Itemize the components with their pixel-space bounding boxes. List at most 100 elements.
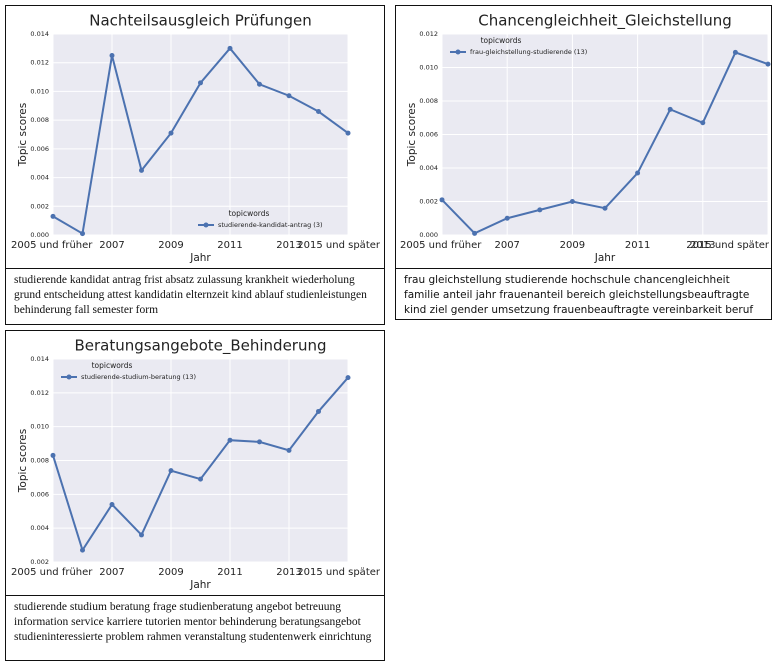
y-tick-label: 0.000	[30, 231, 49, 239]
y-tick-label: 0.002	[30, 202, 49, 210]
y-tick-label: 0.010	[30, 423, 49, 431]
y-tick-label: 0.008	[30, 116, 49, 124]
point	[667, 106, 673, 112]
point	[109, 501, 115, 507]
x-tick-label: 2007	[99, 567, 124, 578]
y-tick-label: 0.004	[30, 174, 49, 182]
point	[198, 476, 203, 482]
point	[227, 45, 233, 51]
chart: Beratungsangebote_Behinderung 0.002 0.004 0…	[11, 337, 381, 592]
point	[50, 213, 56, 219]
chart: Chancengleichheit_Gleichstellung 0.000 0.0…	[400, 12, 771, 264]
point	[439, 197, 445, 203]
x-tick-label: 2009	[560, 240, 585, 251]
point	[80, 547, 85, 553]
y-tick-label: 0.012	[30, 389, 49, 397]
caption: studierende studium beratung frage studi…	[6, 595, 384, 649]
point	[316, 408, 321, 414]
y-tick-label: 0.006	[419, 131, 438, 139]
x-tick-label: 2009	[158, 240, 183, 251]
point	[50, 452, 56, 458]
y-axis-label: Topic scores	[17, 103, 29, 167]
point	[109, 53, 115, 59]
point	[316, 109, 321, 115]
plot-area	[53, 34, 348, 235]
x-axis-label: Jahr	[189, 252, 211, 264]
legend-marker	[455, 49, 461, 55]
y-tick-label: 0.012	[419, 30, 438, 38]
y-tick-label: 0.002	[419, 198, 438, 206]
legend-marker	[66, 374, 72, 380]
x-tick-label: 2005 und früher	[400, 240, 482, 251]
y-tick-label: 0.004	[419, 164, 438, 172]
y-tick-label: 0.010	[419, 64, 438, 72]
point	[139, 532, 144, 538]
x-tick-label: 2013	[276, 240, 301, 251]
x-tick-label: 2015 und später	[297, 240, 381, 251]
point	[286, 93, 292, 99]
y-tick-label: 0.008	[419, 97, 438, 105]
legend-title: topicwords	[92, 361, 133, 370]
y-tick-label: 0.014	[30, 30, 49, 38]
legend-label: studierende-studium-beratung (13)	[81, 373, 196, 381]
y-axis-label: Topic scores	[406, 103, 418, 167]
point	[257, 81, 262, 87]
y-tick-label: 0.006	[30, 490, 49, 498]
legend-title: topicwords	[481, 36, 522, 45]
x-tick-label: 2015 und später	[297, 567, 381, 578]
caption: studierende kandidat antrag frist absatz…	[6, 268, 384, 322]
x-tick-label: 2011	[217, 240, 242, 251]
x-tick-label: 2007	[494, 240, 519, 251]
point	[602, 205, 608, 211]
point	[286, 447, 292, 453]
y-tick-label: 0.010	[30, 87, 49, 95]
caption: frau gleichstellung studierende hochschu…	[396, 268, 771, 319]
panel: Beratungsangebote_Behinderung 0.002 0.004 0…	[5, 330, 385, 661]
y-tick-label: 0.012	[30, 59, 49, 67]
y-tick-label: 0.006	[30, 145, 49, 153]
point	[700, 120, 706, 126]
x-tick-label: 2015 und später	[686, 240, 770, 251]
legend-label: studierende-kandidat-antrag (3)	[218, 221, 323, 229]
x-tick-label: 2013	[690, 240, 715, 251]
point	[504, 215, 510, 221]
point	[257, 439, 262, 445]
panel: Nachteilsausgleich Prüfungen 0.000 0.002 0.…	[5, 5, 385, 325]
chart-title: Chancengleichheit_Gleichstellung	[478, 12, 732, 31]
point	[345, 130, 351, 136]
point	[765, 61, 771, 67]
x-tick-label: 2013	[276, 567, 301, 578]
point	[80, 231, 85, 237]
y-tick-label: 0.002	[30, 558, 49, 566]
x-tick-label: 2005 und früher	[11, 240, 93, 251]
legend-title: topicwords	[229, 209, 270, 218]
x-axis-label: Jahr	[594, 252, 616, 264]
legend-label: frau-gleichstellung-studierende (13)	[470, 48, 587, 56]
chart: Nachteilsausgleich Prüfungen 0.000 0.002 0.…	[11, 12, 381, 265]
chart-title: Beratungsangebote_Behinderung	[74, 337, 326, 356]
point	[732, 49, 738, 55]
y-axis-label: Topic scores	[17, 429, 29, 493]
y-tick-label: 0.004	[30, 524, 49, 532]
chart-title: Nachteilsausgleich Prüfungen	[89, 12, 312, 30]
point	[168, 130, 174, 136]
point	[139, 167, 144, 173]
point	[198, 80, 203, 86]
point	[168, 468, 174, 474]
point	[635, 170, 641, 176]
panel: Chancengleichheit_Gleichstellung 0.000 0.0…	[395, 5, 772, 320]
x-tick-label: 2011	[217, 567, 242, 578]
point	[569, 199, 575, 204]
point	[537, 207, 543, 213]
point	[345, 375, 351, 381]
x-tick-label: 2011	[625, 240, 650, 251]
y-tick-label: 0.008	[30, 457, 49, 465]
legend-marker	[203, 222, 209, 228]
x-tick-label: 2009	[158, 567, 183, 578]
x-tick-label: 2005 und früher	[11, 567, 93, 578]
x-axis-label: Jahr	[189, 579, 211, 591]
y-tick-label: 0.014	[30, 355, 49, 363]
y-tick-label: 0.000	[419, 231, 438, 239]
point	[227, 437, 233, 443]
